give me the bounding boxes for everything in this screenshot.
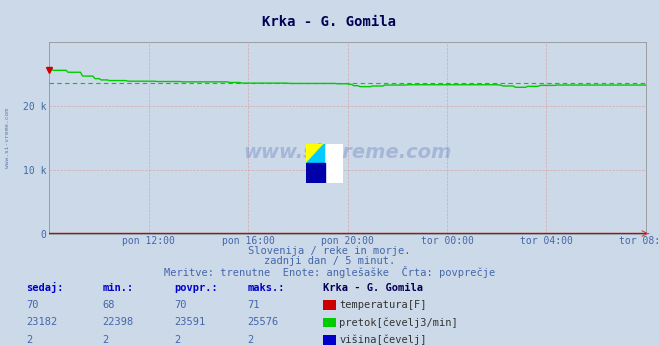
Text: www.si-vreme.com: www.si-vreme.com bbox=[243, 143, 452, 162]
Polygon shape bbox=[306, 144, 325, 164]
Polygon shape bbox=[306, 164, 325, 183]
Text: 71: 71 bbox=[247, 300, 260, 310]
Text: www.si-vreme.com: www.si-vreme.com bbox=[5, 108, 11, 169]
Text: 23591: 23591 bbox=[175, 318, 206, 327]
Text: Slovenija / reke in morje.: Slovenija / reke in morje. bbox=[248, 246, 411, 256]
Text: maks.:: maks.: bbox=[247, 283, 285, 293]
Text: 23182: 23182 bbox=[26, 318, 57, 327]
Text: Meritve: trenutne  Enote: anglešaške  Črta: povprečje: Meritve: trenutne Enote: anglešaške Črta… bbox=[164, 266, 495, 277]
Text: 70: 70 bbox=[175, 300, 187, 310]
Text: Krka - G. Gomila: Krka - G. Gomila bbox=[262, 16, 397, 29]
Text: 25576: 25576 bbox=[247, 318, 278, 327]
Text: zadnji dan / 5 minut.: zadnji dan / 5 minut. bbox=[264, 256, 395, 266]
Text: temperatura[F]: temperatura[F] bbox=[339, 300, 427, 310]
Text: povpr.:: povpr.: bbox=[175, 283, 218, 293]
Text: pretok[čevelj3/min]: pretok[čevelj3/min] bbox=[339, 317, 458, 328]
Text: 68: 68 bbox=[102, 300, 115, 310]
Text: sedaj:: sedaj: bbox=[26, 282, 64, 293]
Text: 70: 70 bbox=[26, 300, 39, 310]
Text: 2: 2 bbox=[247, 335, 253, 345]
Text: min.:: min.: bbox=[102, 283, 133, 293]
Text: 22398: 22398 bbox=[102, 318, 133, 327]
Text: Krka - G. Gomila: Krka - G. Gomila bbox=[323, 283, 423, 293]
Text: 2: 2 bbox=[102, 335, 108, 345]
Text: 2: 2 bbox=[26, 335, 32, 345]
Text: višina[čevelj]: višina[čevelj] bbox=[339, 335, 427, 345]
Polygon shape bbox=[306, 144, 325, 164]
Text: 2: 2 bbox=[175, 335, 181, 345]
